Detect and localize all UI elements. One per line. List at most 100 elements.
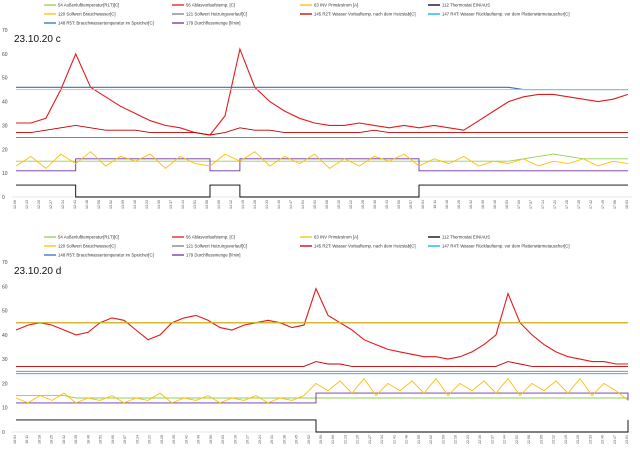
legend-item: 56 Ablasvorlaufstemp. [C] [172,3,235,8]
series-line-145 [16,361,628,367]
x-tick-label: 16:53 [505,200,509,209]
legend-label: 148 R5T: Brauchwassertemperatur im Speic… [58,253,154,258]
x-tick-label: 14:12 [229,200,233,209]
legend-label: 147 R4T: Wasser Rücklauftemp. vor dem Pl… [442,12,570,17]
legend-label: 120 Sollwert Brauchwasser[C] [58,244,116,249]
x-tick-label: 14:05 [217,200,221,209]
x-tick-label: 20:59 [319,435,323,444]
x-tick-label: 17:28 [565,200,569,209]
legend-item: 112 Thermostat EIN/AUS [428,3,490,8]
x-tick-label: 19:49 [197,435,201,444]
legend-label: 112 Thermostat EIN/AUS [442,3,490,8]
x-tick-label: 20:38 [282,435,286,444]
series-line-112 [16,184,628,198]
x-tick-label: 18:53 [99,435,103,444]
x-tick-label: 16:11 [433,200,437,209]
x-tick-label: 12:55 [97,200,101,209]
x-tick-label: 13:37 [169,200,173,209]
x-tick-label: 14:33 [265,200,269,209]
y-tick-label: 70 [2,260,8,266]
x-tick-label: 22:58 [527,435,531,444]
x-tick-label: 18:04 [13,435,17,444]
x-tick-label: 16:18 [445,200,449,209]
x-axis: 18:04 18:11 18:18 18:25 18:32 18:39 18:46 18:53… [13,435,629,444]
x-tick-label: 12:27 [49,200,53,209]
legend-label: 121 Sollwert Heizungsvorlauf[C] [186,12,247,17]
legend-item: 145 R2T: Wasser Vorlauftemp. nach dem He… [300,12,416,17]
series-line-63 [15,377,629,404]
x-tick-label: 23:47 [613,435,617,444]
legend-item: 145 R2T: Wasser Vorlauftemp. nach dem He… [300,244,416,249]
x-tick-label: 23:12 [552,435,556,444]
legend-item: 148 R5T: Brauchwassertemperatur im Speic… [44,253,154,258]
legend-label: 120 Sollwert Brauchwasser[C] [58,12,116,17]
x-tick-label: 15:50 [397,200,401,209]
legend-item: 112 Thermostat EIN/AUS [428,235,490,240]
x-tick-label: 18:46 [86,435,90,444]
x-axis: 12:06 12:13 12:20 12:27 12:34 12:41 12:48 12:55… [13,200,629,209]
chart-panel-bottom: 54 Außenlufttemperatur(R1T)[C] 56 Ablasvo… [0,232,640,467]
x-tick-label: 20:31 [270,435,274,444]
chart-bottom-svg: 54 Außenlufttemperatur(R1T)[C] 56 Ablasvo… [2,235,632,444]
x-tick-label: 14:47 [289,200,293,209]
x-tick-label: 13:16 [133,200,137,209]
x-tick-label: 18:39 [74,435,78,444]
legend-item: 147 R4T: Wasser Rücklauftemp. vor dem Pl… [428,12,570,17]
x-tick-label: 16:25 [457,200,461,209]
legend-label: 147 R4T: Wasser Rücklauftemp. vor dem Pl… [442,244,570,249]
x-tick-label: 19:35 [172,435,176,444]
legend-label: 56 Ablasvorlaufstemp. [C] [186,235,235,240]
x-tick-label: 15:36 [373,200,377,209]
x-tick-label: 19:56 [209,435,213,444]
x-tick-label: 21:27 [368,435,372,444]
legend-label: 54 Außenlufttemperatur(R1T)[C] [58,3,119,8]
x-tick-label: 17:49 [601,200,605,209]
y-axis: 0 10 20 30 40 50 60 70 [2,28,8,201]
x-tick-label: 22:02 [429,435,433,444]
x-tick-label: 19:42 [184,435,188,444]
y-tick-label: 0 [2,195,5,201]
series-group [15,47,629,198]
series-line-54 [16,153,628,162]
legend-item: 179 Durchflussmenge [l/min] [172,21,240,26]
y-tick-label: 60 [2,52,8,58]
x-tick-label: 13:02 [109,200,113,209]
x-tick-label: 21:41 [392,435,396,444]
series-line-56 [15,287,628,365]
x-tick-label: 16:46 [493,200,497,209]
x-tick-label: 22:30 [478,435,482,444]
x-tick-label: 22:23 [466,435,470,444]
legend-item: 121 Sollwert Heizungsvorlauf[C] [172,12,247,17]
x-tick-label: 15:57 [409,200,413,209]
y-tick-label: 50 [2,76,8,82]
x-tick-label: 15:43 [385,200,389,209]
chart-top-svg: 54 Außenlufttemperatur(R1T)[C] 56 Ablasvo… [2,3,632,209]
x-tick-label: 13:23 [145,200,149,209]
x-tick-label: 12:48 [85,200,89,209]
legend-item: 121 Sollwert Heizungsvorlauf[C] [172,244,247,249]
x-tick-label: 21:55 [417,435,421,444]
series-line-145 [16,124,628,136]
x-tick-label: 17:35 [577,200,581,209]
x-tick-label: 16:32 [469,200,473,209]
series-line-112 [16,419,629,433]
legend-item: 147 R4T: Wasser Rücklauftemp. vor dem Pl… [428,244,570,249]
x-tick-label: 14:54 [301,200,305,209]
legend-label: 179 Durchflussmenge [l/min] [186,21,240,26]
x-tick-label: 14:40 [277,200,281,209]
legend-label: 112 Thermostat EIN/AUS [442,235,490,240]
x-tick-label: 20:10 [233,435,237,444]
x-tick-label: 19:00 [111,435,115,444]
y-tick-label: 50 [2,309,8,315]
series-line-179 [16,392,629,404]
legend-label: 63 INV Primärstrom [A] [314,3,358,8]
y-tick-label: 20 [2,381,8,387]
x-tick-label: 14:26 [253,200,257,209]
x-tick-label: 23:19 [564,435,568,444]
x-tick-label: 18:03 [625,200,629,209]
legend-label: 179 Durchflussmenge [l/min] [186,253,240,258]
chart-panel-top: 54 Außenlufttemperatur(R1T)[C] 56 Ablasvo… [0,0,640,232]
x-tick-label: 20:24 [258,435,262,444]
legend-label: 145 R2T: Wasser Vorlauftemp. nach dem He… [314,244,416,249]
x-tick-label: 15:08 [325,200,329,209]
